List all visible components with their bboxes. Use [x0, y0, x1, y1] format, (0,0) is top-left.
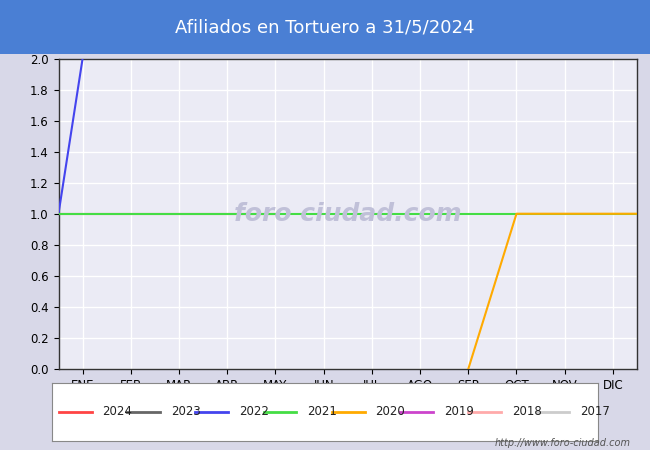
Text: Afiliados en Tortuero a 31/5/2024: Afiliados en Tortuero a 31/5/2024 [176, 18, 474, 36]
Text: 2018: 2018 [512, 405, 541, 418]
Text: http://www.foro-ciudad.com: http://www.foro-ciudad.com [495, 438, 630, 448]
Text: 2021: 2021 [307, 405, 337, 418]
Text: 2020: 2020 [376, 405, 405, 418]
Text: 2024: 2024 [103, 405, 133, 418]
Text: 2023: 2023 [171, 405, 200, 418]
Text: 2017: 2017 [580, 405, 610, 418]
Text: 2019: 2019 [444, 405, 474, 418]
Text: 2022: 2022 [239, 405, 269, 418]
Text: foro ciudad.com: foro ciudad.com [234, 202, 462, 226]
